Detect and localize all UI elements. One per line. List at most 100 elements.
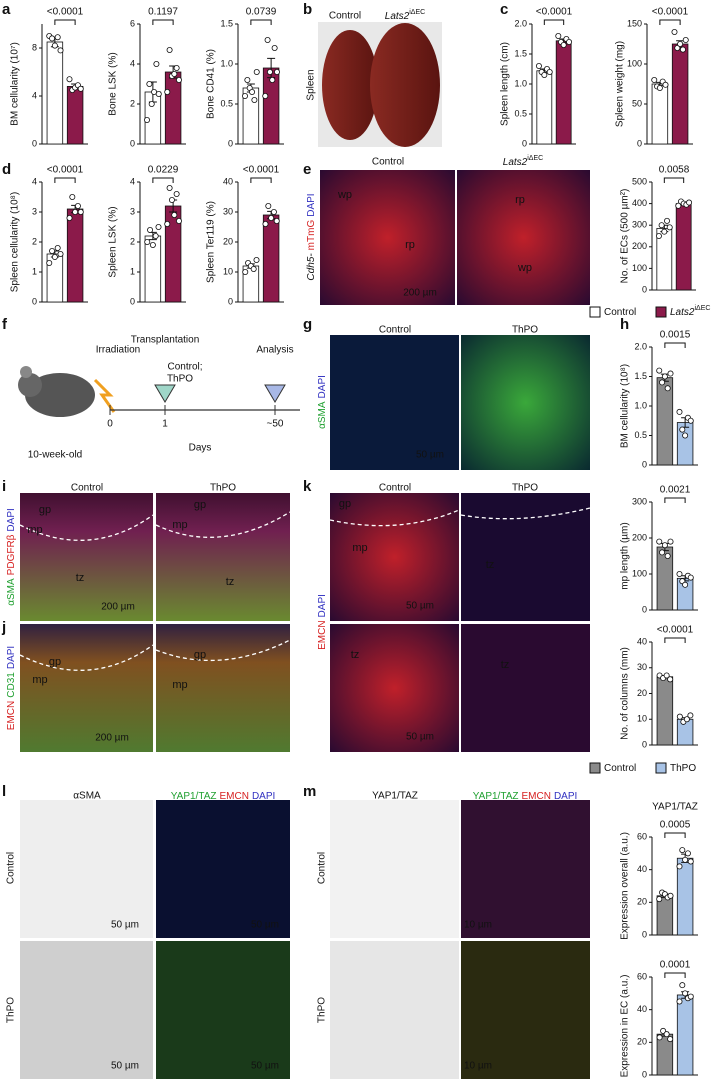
legend-text: ThPO	[670, 763, 696, 774]
scale-bar-label: 10 µm	[464, 920, 492, 931]
data-point	[664, 553, 671, 560]
y-tick-label: 200	[632, 532, 647, 542]
legend-text: Control	[604, 763, 636, 774]
legend-label: Control	[604, 763, 636, 774]
image-label: 0	[107, 419, 113, 430]
y-tick-label: 1.5	[634, 371, 647, 381]
y-tick-label: 20	[637, 1037, 647, 1047]
significance-bracket	[664, 972, 686, 978]
micrograph	[457, 170, 590, 305]
row-label: ThPO	[317, 997, 328, 1023]
legend-label: Lats2iΔEC	[670, 305, 710, 317]
panel-label: d	[2, 161, 11, 178]
data-point	[46, 259, 53, 266]
data-point	[676, 408, 683, 415]
panel-label: k	[303, 478, 312, 495]
panel-label: c	[500, 1, 508, 18]
y-tick-label: 2.0	[514, 18, 527, 28]
image-label: Transplantation	[131, 335, 200, 346]
y-tick-label: 100	[627, 58, 642, 68]
region-label: mp	[27, 524, 42, 536]
data-point	[266, 69, 273, 76]
data-point	[54, 34, 61, 41]
data-point	[69, 193, 76, 200]
y-tick-label: 1.5	[514, 48, 527, 58]
micrograph	[156, 800, 290, 938]
region-label: mp	[32, 674, 47, 686]
stain-label: Cdh5- mTmG DAPI	[306, 193, 317, 280]
y-tick-label: 0	[637, 138, 642, 148]
data-point	[262, 220, 269, 227]
micrograph	[156, 624, 290, 752]
stain-part: DAPI	[6, 646, 17, 669]
bar	[676, 857, 694, 936]
bar	[671, 43, 689, 145]
region-label: mp	[352, 542, 367, 554]
scale-bar-label: 50 µm	[406, 732, 434, 743]
y-tick-label: 1.0	[634, 400, 647, 410]
y-tick-label: 0	[228, 296, 233, 306]
y-tick-label: 0.5	[220, 98, 233, 108]
row-label: Spleen	[306, 69, 317, 100]
data-point	[686, 199, 693, 206]
y-tick-label: 500	[632, 176, 647, 186]
data-point	[166, 47, 173, 54]
bar	[536, 70, 553, 145]
data-point	[682, 856, 689, 863]
micrograph	[461, 800, 590, 938]
stain-label: EMCN DAPI	[317, 594, 328, 650]
image-label: Irradiation	[96, 345, 140, 356]
region-label: tz	[351, 649, 360, 661]
y-tick-label: 1.0	[514, 78, 527, 88]
data-point	[682, 432, 689, 439]
data-point	[664, 385, 671, 392]
y-tick-label: 0	[642, 459, 647, 469]
data-point	[667, 370, 674, 377]
p-value: 0.1197	[148, 7, 178, 18]
stain-part: mTmG	[306, 220, 317, 251]
p-value: 0.0021	[660, 485, 691, 496]
data-point	[677, 41, 684, 48]
scale-bar-label: 10 µm	[464, 1061, 492, 1072]
y-tick-label: 100	[632, 263, 647, 273]
data-point	[687, 993, 694, 1000]
stain-part: YAP1/TAZ	[171, 791, 217, 802]
data-point	[164, 89, 171, 96]
y-tick-label: 1.0	[220, 58, 233, 68]
column-label: YAP1/TAZ	[372, 791, 418, 802]
image-label: 1	[162, 419, 168, 430]
growth-plate-outline	[155, 639, 291, 662]
data-point	[155, 91, 162, 98]
data-point	[682, 37, 689, 44]
y-axis-label: Spleen Ter119 (%)	[206, 201, 217, 283]
column-label: Control	[379, 483, 411, 494]
data-point	[171, 71, 178, 78]
significance-bracket	[659, 19, 681, 25]
bar	[676, 994, 694, 1076]
data-point	[166, 184, 173, 191]
scale-bar-label: 50 µm	[251, 920, 279, 931]
stain-part: DAPI	[317, 375, 328, 398]
stain-part: EMCN	[6, 701, 17, 730]
data-point	[54, 244, 61, 251]
column-label: Control	[329, 11, 361, 22]
data-point	[271, 45, 278, 52]
data-point	[74, 202, 81, 209]
y-axis-label: Expression overall (a.u.)	[620, 832, 631, 940]
stain-part: Cdh5-	[306, 253, 317, 281]
legend-swatch	[589, 306, 601, 318]
data-point	[250, 265, 257, 272]
p-value: <0.0001	[47, 7, 84, 18]
scale-bar-label: 200 µm	[101, 602, 135, 613]
stain-label: αSMA DAPI	[317, 375, 328, 429]
data-point	[682, 990, 689, 997]
data-point	[684, 850, 691, 857]
y-axis-label: No. of columns (mm)	[620, 647, 631, 740]
panel-label: e	[303, 161, 311, 178]
legend-swatch	[589, 762, 601, 774]
bar	[66, 208, 84, 303]
data-point	[168, 196, 175, 203]
micrograph	[330, 335, 459, 470]
data-point	[251, 97, 258, 104]
y-tick-label: 2	[130, 98, 135, 108]
